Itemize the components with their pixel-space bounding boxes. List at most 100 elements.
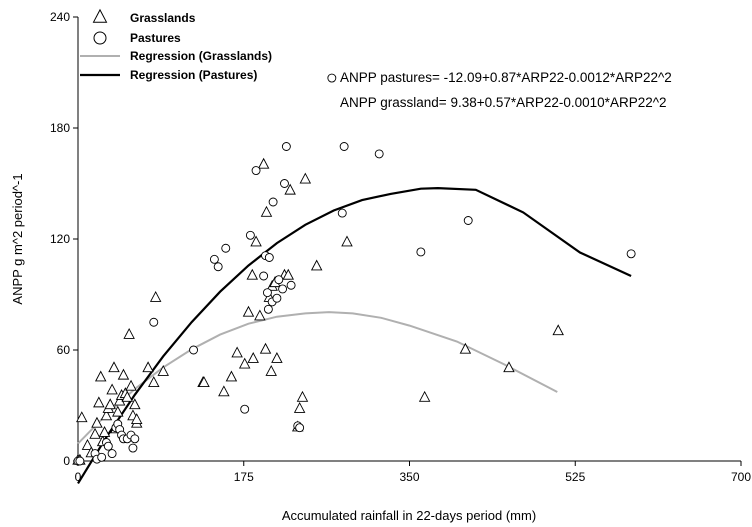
grassland-point [142, 361, 154, 373]
pasture-point [416, 247, 426, 257]
grassland-point [299, 172, 312, 184]
grassland-point [225, 370, 238, 382]
grassland-point [94, 370, 107, 382]
legend-circle-icon [93, 31, 107, 45]
x-tick-label: 175 [234, 470, 254, 484]
x-tick-label: 700 [731, 470, 751, 484]
grassland-point [117, 368, 130, 380]
pasture-point [280, 179, 289, 188]
pasture-point [264, 253, 274, 262]
tick-labels: 0 60 120 180 240 0 175 350 525 700 [50, 10, 751, 484]
grassland-point [246, 268, 259, 280]
pasture-point [103, 441, 113, 451]
pasture-point [286, 280, 296, 290]
regression-grasslands-line [77, 311, 558, 445]
pasture-point [251, 166, 261, 176]
pasture-point [213, 262, 223, 272]
grassland-point [130, 413, 143, 424]
grassland-point [260, 205, 273, 217]
grassland-point [98, 426, 111, 437]
grassland-point [108, 361, 120, 373]
pasture-point [278, 284, 288, 294]
grassland-point [271, 352, 283, 363]
grassland-point [104, 398, 116, 410]
pasture-point [374, 149, 384, 159]
pasture-point [281, 142, 291, 151]
grassland-point [310, 259, 323, 271]
grassland-point [242, 305, 255, 317]
grassland-point [123, 327, 135, 339]
grassland-point [459, 342, 472, 354]
grassland-point [257, 157, 270, 169]
pasture-point [259, 271, 269, 281]
pasture-point [128, 443, 138, 453]
legend-triangle-icon [92, 8, 108, 23]
pasture-point [272, 293, 282, 303]
x-tick-label: 525 [565, 470, 585, 484]
pasture-point [130, 434, 140, 444]
grassland-point [250, 235, 262, 247]
grassland-point [231, 346, 243, 358]
grassland-point [112, 405, 124, 417]
grassland-point [341, 235, 353, 247]
grassland-point [254, 309, 266, 321]
y-tick-label: 240 [50, 10, 70, 24]
y-tick-label: 60 [57, 343, 71, 357]
pasture-point [295, 423, 305, 433]
pasture-point [268, 197, 278, 207]
grassland-point [247, 352, 259, 363]
grassland-point [218, 385, 230, 397]
grassland-point [89, 427, 101, 439]
grassland-point [121, 390, 133, 402]
grassland-point [157, 364, 169, 376]
grassland-point [238, 357, 251, 369]
pasture-point [189, 345, 199, 355]
regression-pastures-line [77, 186, 632, 484]
grassland-point [93, 396, 105, 408]
pasture-point [463, 216, 473, 225]
grassland-point [129, 398, 141, 410]
legend-label: Grasslands [130, 11, 196, 25]
pasture-point [97, 452, 107, 462]
pasture-point [245, 230, 255, 240]
pasture-point [339, 142, 349, 151]
grassland-point [418, 390, 431, 402]
legend-label: Pastures [130, 31, 181, 45]
equation-pastures: ANPP pastures= -12.09+0.87*ARP22-0.0012*… [340, 70, 672, 85]
pasture-point [209, 254, 219, 264]
pasture-point [626, 249, 636, 259]
pasture-point [240, 404, 250, 414]
legend-label: Regression (Pastures) [130, 68, 257, 82]
pasture-point [337, 208, 347, 218]
pasture-point [75, 456, 85, 466]
y-tick-label: 120 [50, 232, 70, 246]
legend: Grasslands Pastures Regression (Grasslands… [80, 8, 272, 82]
x-axis-label: Accumulated rainfall in 22-days period (… [282, 508, 536, 523]
grassland-point [284, 183, 296, 195]
grassland-point [296, 390, 309, 402]
equation-grassland: ANPP grassland= 9.38+0.57*ARP22-0.0010*A… [340, 95, 667, 110]
pasture-point [327, 73, 337, 83]
grassland-point [113, 394, 126, 406]
pasture-point [107, 449, 117, 459]
x-tick-label: 0 [75, 470, 82, 484]
grassland-point [552, 324, 564, 336]
pasture-point [274, 275, 284, 285]
grassland-point [503, 361, 515, 373]
grassland-point [198, 376, 210, 387]
data-points [72, 73, 636, 466]
grassland-point [91, 416, 103, 428]
regression-lines [77, 186, 632, 484]
x-tick-label: 350 [399, 470, 419, 484]
grassland-point [106, 383, 118, 395]
grassland-point [149, 290, 162, 302]
y-axis-label: ANPP g m^2 period^-1 [10, 173, 25, 304]
grassland-point [293, 401, 306, 413]
y-tick-label: 0 [63, 454, 70, 468]
grassland-point [148, 376, 160, 387]
grassland-point [282, 268, 295, 280]
grassland-point [125, 379, 137, 391]
grassland-point [259, 342, 272, 354]
pasture-point [149, 317, 159, 327]
